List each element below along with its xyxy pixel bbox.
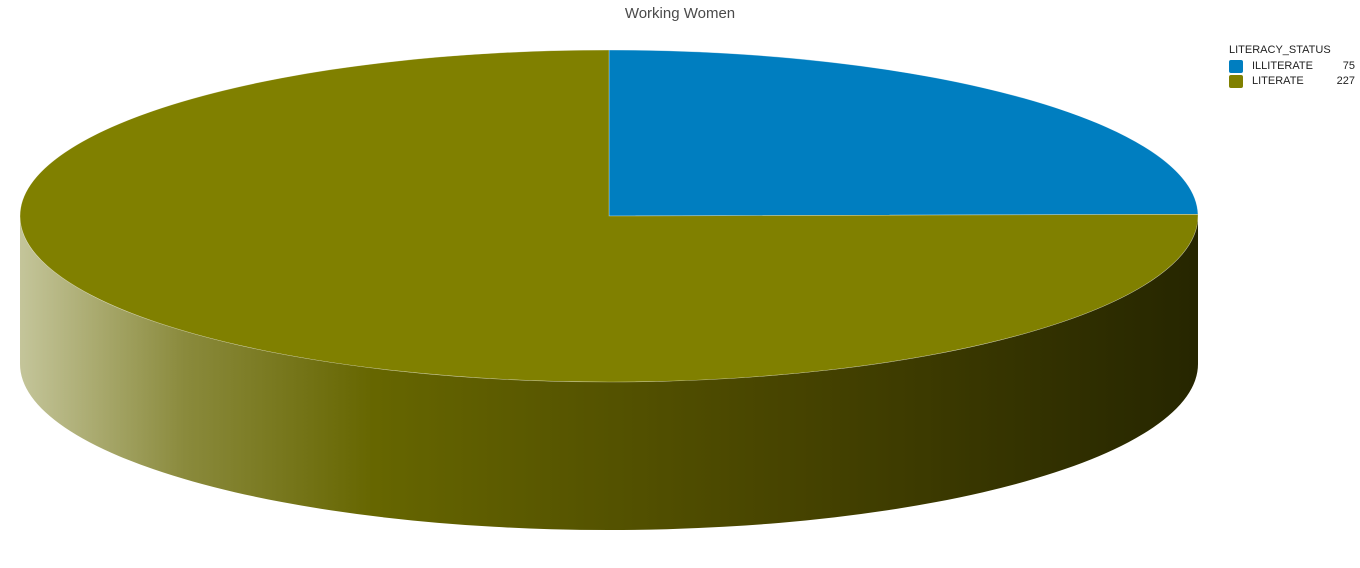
legend-label-illiterate: ILLITERATE — [1252, 60, 1313, 72]
legend-item-literate: LITERATE 227 — [1229, 74, 1357, 89]
legend-label-literate: LITERATE — [1252, 75, 1304, 87]
pie-slice-literate — [19, 49, 1199, 383]
pie-slice-illiterate — [608, 49, 1199, 217]
legend: LITERACY_STATUS ILLITERATE 75 LITERATE 2… — [1229, 43, 1357, 89]
legend-swatch-literate — [1229, 75, 1243, 88]
pie-side-wall — [20, 216, 1198, 530]
legend-swatch-illiterate — [1229, 60, 1243, 73]
legend-item-illiterate: ILLITERATE 75 — [1229, 59, 1357, 74]
legend-value-illiterate: 75 — [1342, 60, 1355, 72]
chart-title: Working Women — [624, 5, 736, 22]
legend-title: LITERACY_STATUS — [1229, 44, 1331, 56]
legend-value-literate: 227 — [1336, 75, 1355, 87]
